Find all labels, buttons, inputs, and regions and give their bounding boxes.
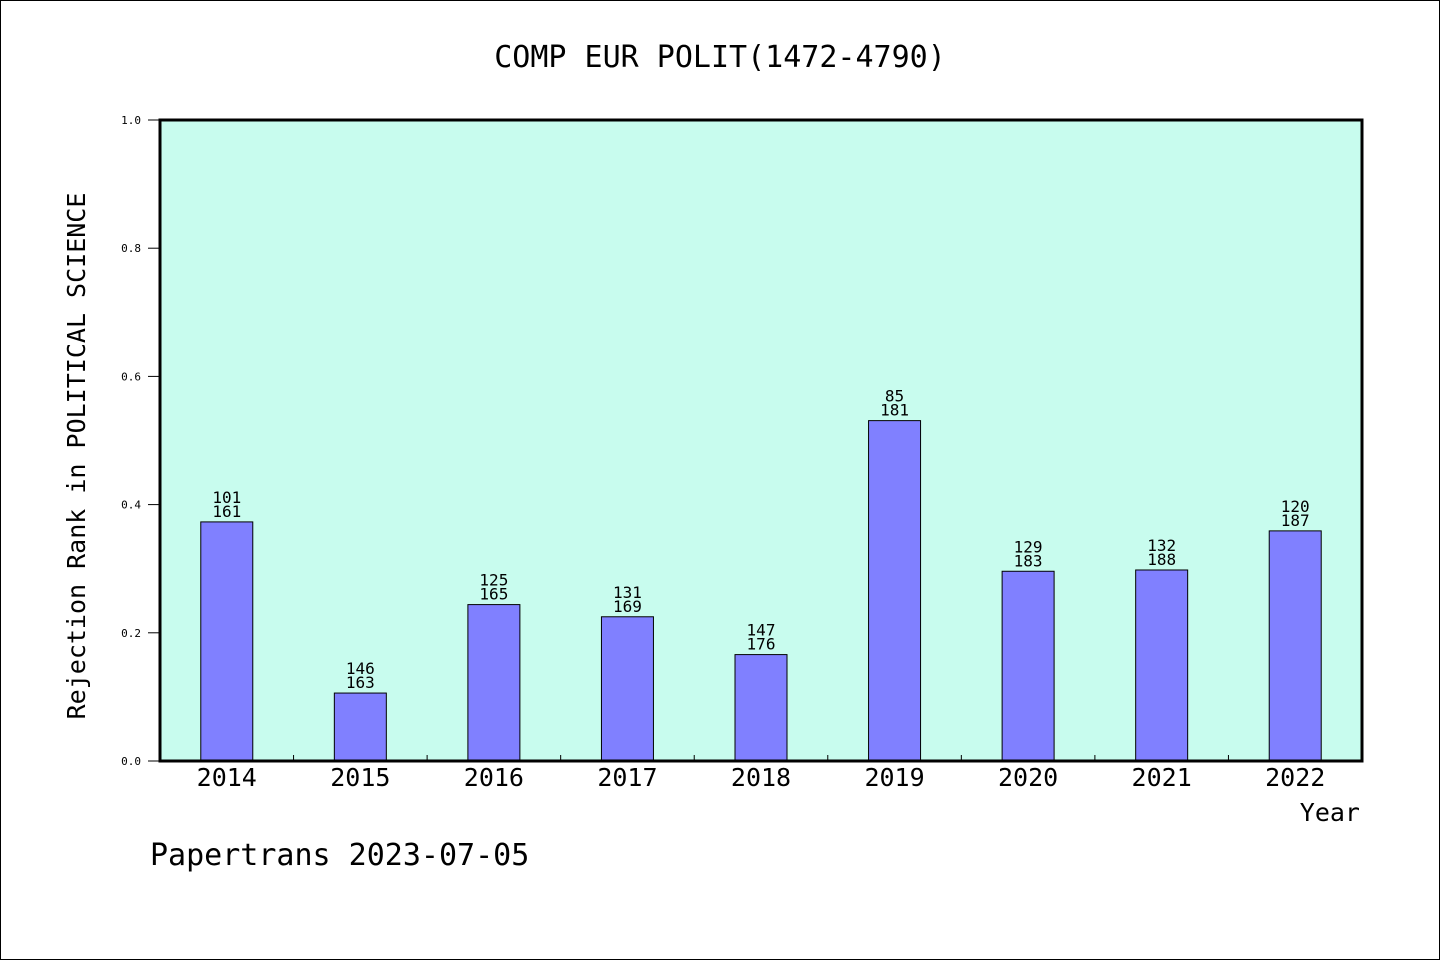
x-tick-label: 2019 bbox=[864, 763, 924, 792]
x-tick-label: 2021 bbox=[1132, 763, 1192, 792]
bar-label-bottom: 188 bbox=[1147, 550, 1176, 569]
bar bbox=[333, 692, 387, 762]
bar-label-top: 146 bbox=[346, 659, 375, 678]
bar bbox=[1268, 530, 1322, 762]
x-tick-label: 2015 bbox=[330, 763, 390, 792]
y-tick-label: 0.0 bbox=[121, 755, 141, 768]
bar-label-top: 125 bbox=[479, 571, 508, 590]
bar-label-bottom: 163 bbox=[346, 673, 375, 692]
y-tick-label: 0.4 bbox=[121, 499, 141, 512]
y-axis-ticks: 0.0 0.2 0.4 0.6 0.8 1.0 bbox=[121, 114, 160, 768]
bar-label-top: 101 bbox=[212, 488, 241, 507]
y-tick-label: 0.2 bbox=[121, 627, 141, 640]
bar-label-top: 120 bbox=[1281, 497, 1310, 516]
bar-label-top: 129 bbox=[1014, 537, 1043, 556]
x-tick-label: 2022 bbox=[1265, 763, 1325, 792]
bar-label-bottom: 161 bbox=[212, 502, 241, 521]
bar bbox=[200, 521, 254, 762]
bar-label-bottom: 176 bbox=[747, 635, 776, 654]
x-axis-ticks: 2014 2015 2016 2017 2018 2019 2020 2021 2022 bbox=[197, 755, 1325, 792]
plot-border bbox=[158, 118, 1364, 763]
y-tick-label: 0.6 bbox=[121, 370, 141, 383]
bar-label-bottom: 169 bbox=[613, 597, 642, 616]
bar-label-bottom: 181 bbox=[880, 401, 909, 420]
bar bbox=[467, 604, 521, 762]
footer-text: Papertrans 2023-07-05 bbox=[150, 838, 529, 873]
x-tick-label: 2020 bbox=[998, 763, 1058, 792]
x-axis-label: Year bbox=[1300, 798, 1360, 827]
x-tick-label: 2016 bbox=[464, 763, 524, 792]
bar-label-bottom: 183 bbox=[1014, 551, 1043, 570]
y-tick-label: 1.0 bbox=[121, 114, 141, 127]
bar-label-top: 131 bbox=[613, 583, 642, 602]
bar-label-bottom: 165 bbox=[479, 585, 508, 604]
bar bbox=[1001, 570, 1055, 762]
x-tick-label: 2014 bbox=[197, 763, 257, 792]
bar-label-top: 147 bbox=[747, 621, 776, 640]
bar bbox=[868, 420, 922, 762]
bar-label-bottom: 187 bbox=[1281, 511, 1310, 530]
bars bbox=[200, 420, 1322, 762]
bar-label-top: 132 bbox=[1147, 536, 1176, 555]
bar-label-top: 85 bbox=[885, 387, 904, 406]
bar bbox=[1135, 569, 1189, 762]
bar bbox=[600, 616, 654, 762]
x-tick-label: 2017 bbox=[597, 763, 657, 792]
chart-title: COMP EUR POLIT(1472-4790) bbox=[494, 40, 946, 75]
y-axis-label: Rejection Rank in POLITICAL SCIENCE bbox=[62, 193, 91, 720]
bar bbox=[734, 654, 788, 762]
x-tick-label: 2018 bbox=[731, 763, 791, 792]
y-tick-label: 0.8 bbox=[121, 242, 141, 255]
